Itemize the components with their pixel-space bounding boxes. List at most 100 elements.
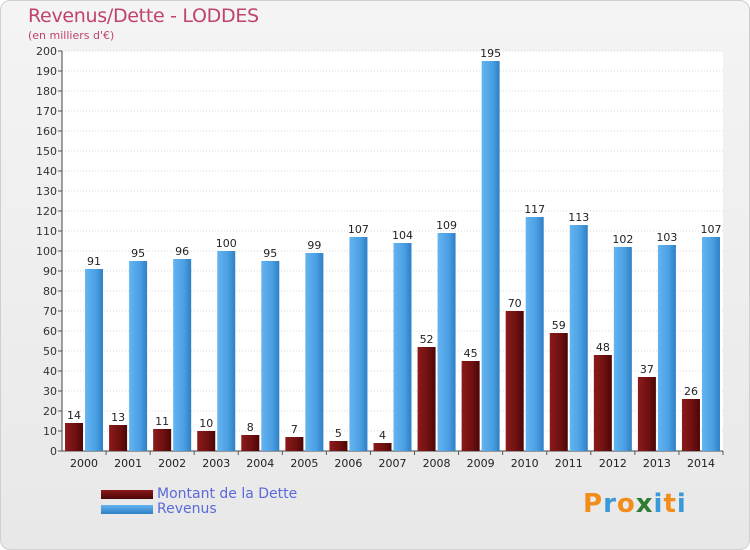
bar-revenue [525, 217, 544, 451]
x-tick-label: 2007 [379, 457, 407, 470]
data-label-revenue: 96 [175, 245, 189, 258]
bar-revenue [129, 261, 148, 451]
bar-debt [197, 431, 216, 451]
y-tick-label: 50 [43, 345, 57, 358]
bar-revenue [349, 237, 368, 451]
data-label-revenue: 195 [480, 47, 501, 60]
data-label-debt: 13 [111, 411, 125, 424]
bar-debt [153, 429, 172, 451]
x-tick-label: 2006 [334, 457, 362, 470]
bar-revenue [701, 237, 720, 451]
bar-revenue [437, 233, 456, 451]
logo-letter: r [603, 489, 617, 519]
bar-debt [637, 377, 656, 451]
logo-letter: x [635, 489, 654, 519]
data-label-revenue: 107 [348, 223, 369, 236]
data-label-debt: 8 [247, 421, 254, 434]
bar-debt [417, 347, 436, 451]
y-tick-label: 40 [43, 365, 57, 378]
x-tick-label: 2005 [290, 457, 318, 470]
bar-revenue [261, 261, 280, 451]
data-label-debt: 59 [552, 319, 566, 332]
x-tick-label: 2004 [246, 457, 274, 470]
x-tick-label: 2010 [511, 457, 539, 470]
x-tick-label: 2008 [423, 457, 451, 470]
data-label-debt: 11 [155, 415, 169, 428]
bar-debt [593, 355, 612, 451]
logo-letter: i [676, 489, 687, 519]
data-label-debt: 37 [640, 363, 654, 376]
data-label-revenue: 109 [436, 219, 457, 232]
bar-debt [285, 437, 304, 451]
data-label-debt: 14 [67, 409, 81, 422]
x-tick-label: 2012 [599, 457, 627, 470]
bar-revenue [481, 61, 500, 451]
data-label-revenue: 107 [700, 223, 721, 236]
x-tick-label: 2000 [70, 457, 98, 470]
bar-debt [461, 361, 480, 451]
data-label-revenue: 117 [524, 203, 545, 216]
data-label-debt: 5 [335, 427, 342, 440]
y-tick-label: 90 [43, 265, 57, 278]
data-label-revenue: 102 [612, 233, 633, 246]
bar-revenue [85, 269, 104, 451]
bar-revenue [613, 247, 632, 451]
data-label-revenue: 95 [263, 247, 277, 260]
y-tick-label: 200 [36, 45, 57, 58]
data-label-debt: 10 [199, 417, 213, 430]
legend-label-revenue: Revenus [157, 501, 217, 517]
x-tick-label: 2009 [467, 457, 495, 470]
data-label-debt: 26 [684, 385, 698, 398]
y-tick-label: 170 [36, 105, 57, 118]
x-tick-label: 2013 [643, 457, 671, 470]
x-tick-label: 2011 [555, 457, 583, 470]
data-label-debt: 45 [464, 347, 478, 360]
y-tick-label: 150 [36, 145, 57, 158]
data-label-debt: 48 [596, 341, 610, 354]
y-tick-label: 10 [43, 425, 57, 438]
y-tick-label: 120 [36, 205, 57, 218]
y-tick-label: 60 [43, 325, 57, 338]
x-tick-label: 2003 [202, 457, 230, 470]
y-tick-label: 80 [43, 285, 57, 298]
data-label-revenue: 100 [216, 237, 237, 250]
bar-debt [505, 311, 524, 451]
data-label-revenue: 103 [656, 231, 677, 244]
bar-revenue [393, 243, 412, 451]
chart-subtitle: (en milliers d'€) [28, 29, 115, 42]
chart-title: Revenus/Dette - LODDES [28, 5, 259, 27]
legend-swatch-debt [101, 490, 153, 499]
bar-revenue [569, 225, 588, 451]
bar-debt [241, 435, 260, 451]
data-label-revenue: 113 [568, 211, 589, 224]
x-tick-label: 2002 [158, 457, 186, 470]
logo-letter: t [663, 489, 677, 519]
legend-swatch-revenue [101, 505, 153, 514]
bar-revenue [217, 251, 236, 451]
y-tick-label: 180 [36, 85, 57, 98]
proxiti-logo: Proxiti [583, 489, 687, 519]
y-tick-label: 190 [36, 65, 57, 78]
y-tick-label: 160 [36, 125, 57, 138]
y-tick-label: 20 [43, 405, 57, 418]
bar-revenue [305, 253, 324, 451]
data-label-revenue: 104 [392, 229, 413, 242]
y-tick-label: 110 [36, 225, 57, 238]
x-tick-label: 2001 [114, 457, 142, 470]
legend-label-debt: Montant de la Dette [157, 486, 298, 502]
data-label-debt: 70 [508, 297, 522, 310]
bar-revenue [173, 259, 192, 451]
data-label-debt: 4 [379, 429, 386, 442]
logo-letter: o [616, 489, 636, 519]
bar-revenue [657, 245, 676, 451]
bar-debt [681, 399, 700, 451]
data-label-revenue: 91 [87, 255, 101, 268]
y-tick-label: 130 [36, 185, 57, 198]
bar-debt [549, 333, 568, 451]
y-tick-label: 140 [36, 165, 57, 178]
bar-debt [329, 441, 348, 451]
bar-debt [109, 425, 128, 451]
y-tick-label: 30 [43, 385, 57, 398]
